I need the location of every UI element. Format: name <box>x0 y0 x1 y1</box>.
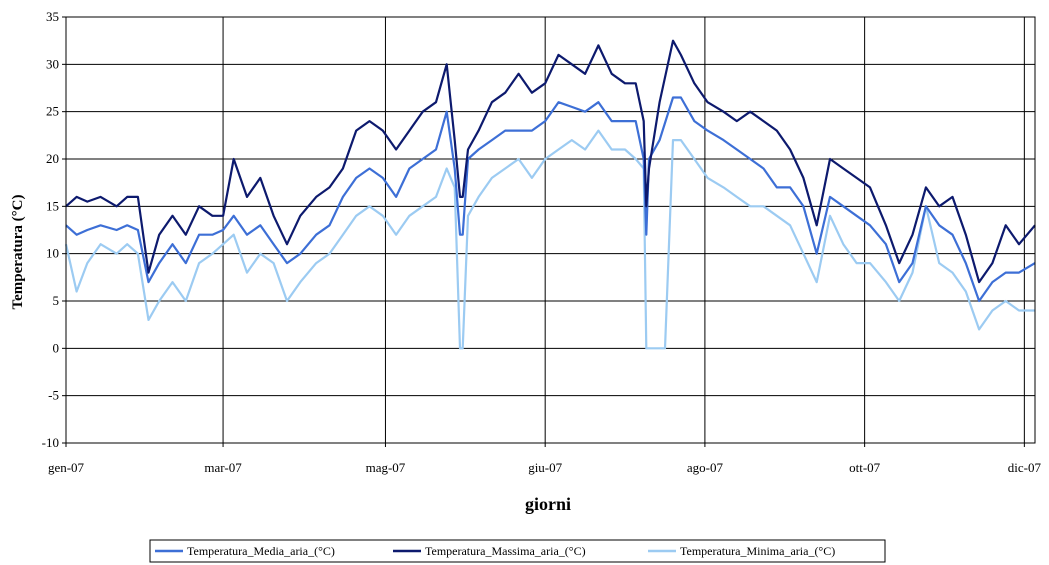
x-tick-label: dic-07 <box>1008 460 1042 475</box>
x-axis-label: giorni <box>525 494 571 514</box>
plot-area-frame <box>65 16 1036 444</box>
y-tick-label: 35 <box>46 9 59 24</box>
series-line <box>65 39 1036 284</box>
legend-entry-label: Temperatura_Massima_aria_(°C) <box>425 544 586 558</box>
y-axis-label: Temperatura (°C) <box>10 194 26 309</box>
y-tick-label: 25 <box>46 104 59 119</box>
y-tick-label: 5 <box>53 293 60 308</box>
x-tick-label: mar-07 <box>204 460 242 475</box>
series-line <box>64 129 1035 350</box>
x-tick-label: gen-07 <box>48 460 85 475</box>
series-line <box>65 96 1036 303</box>
series-lines <box>64 39 1036 350</box>
x-tick-label: giu-07 <box>528 460 562 475</box>
y-tick-label: 10 <box>46 246 59 261</box>
legend-entry-label: Temperatura_Media_aria_(°C) <box>187 544 335 558</box>
y-tick-label: -10 <box>42 435 59 450</box>
legend-entry-label: Temperatura_Minima_aria_(°C) <box>680 544 835 558</box>
x-axis-ticks: gen-07 mar-07 mag-07 giu-07 ago-07 ott-07 dic-… <box>48 443 1042 475</box>
y-tick-label: 30 <box>46 56 59 71</box>
y-tick-label: -5 <box>48 388 59 403</box>
y-axis-ticks: -10 -5 0 5 10 15 20 25 30 35 <box>42 9 66 450</box>
y-tick-label: 20 <box>46 151 59 166</box>
x-tick-label: mag-07 <box>366 460 406 475</box>
x-tick-label: ott-07 <box>849 460 881 475</box>
gridlines <box>65 16 1035 444</box>
y-tick-label: 15 <box>46 198 59 213</box>
legend-box <box>149 539 886 563</box>
legend: Temperatura_Media_aria_(°C) Temperatura_M… <box>149 539 886 563</box>
y-tick-label: 0 <box>53 340 60 355</box>
x-tick-label: ago-07 <box>687 460 724 475</box>
